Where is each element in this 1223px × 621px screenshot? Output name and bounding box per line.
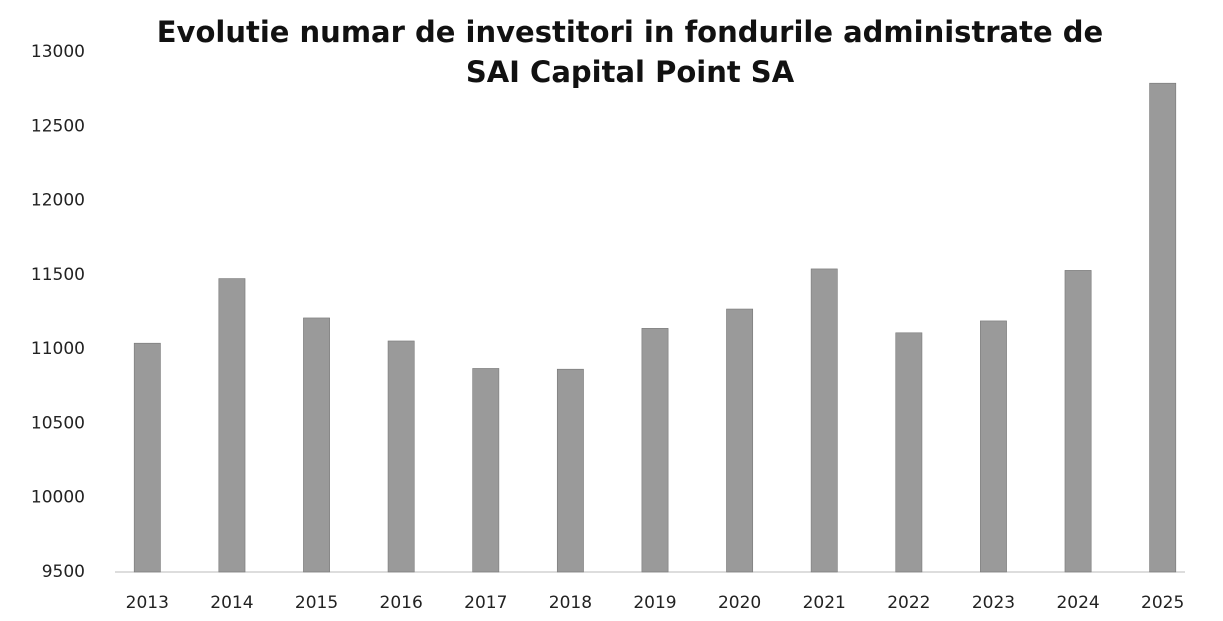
y-tick-label: 10000 <box>31 488 85 508</box>
x-tick-label: 2013 <box>126 593 169 613</box>
bar <box>980 320 1007 573</box>
x-tick-label: 2024 <box>1056 593 1099 613</box>
x-tick-label: 2014 <box>210 593 253 613</box>
bar <box>895 332 923 573</box>
bar <box>387 340 415 573</box>
x-tick-label: 2018 <box>549 593 592 613</box>
bar <box>641 328 669 573</box>
chart-title: Evolutie numar de investitori in fonduri… <box>156 15 1104 89</box>
bar <box>810 268 838 573</box>
x-tick-label: 2022 <box>887 593 930 613</box>
x-tick-label: 2015 <box>295 593 338 613</box>
x-tick-label: 2025 <box>1141 593 1184 613</box>
x-tick-label: 2016 <box>380 593 423 613</box>
bar <box>218 278 246 573</box>
x-tick-label: 2019 <box>633 593 676 613</box>
bar <box>726 308 754 573</box>
bar <box>303 317 330 573</box>
bar <box>1064 270 1092 573</box>
y-tick-label: 9500 <box>42 562 85 582</box>
x-tick-label: 2023 <box>972 593 1015 613</box>
y-tick-label: 12000 <box>31 191 85 211</box>
bar <box>472 368 500 573</box>
bar <box>1149 82 1177 573</box>
y-tick-label: 11500 <box>31 265 85 285</box>
x-tick-label: 2021 <box>803 593 846 613</box>
bar <box>556 368 584 573</box>
y-tick-label: 11000 <box>31 339 85 359</box>
y-tick-label: 13000 <box>31 42 85 62</box>
y-tick-label: 12500 <box>31 116 85 136</box>
x-tick-label: 2017 <box>464 593 507 613</box>
x-tick-label: 2020 <box>718 593 761 613</box>
y-tick-label: 10500 <box>31 413 85 433</box>
bar <box>133 342 161 573</box>
